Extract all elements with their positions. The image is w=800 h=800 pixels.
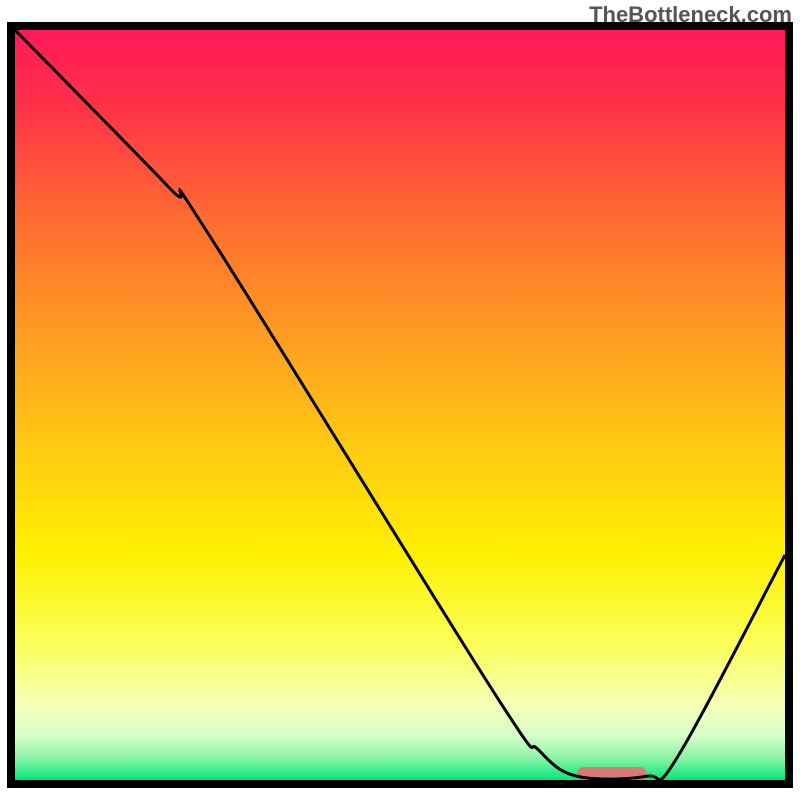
watermark-text: TheBottleneck.com — [589, 2, 792, 28]
bottleneck-chart — [0, 0, 800, 800]
chart-container: TheBottleneck.com — [0, 0, 800, 800]
gradient-background — [15, 30, 785, 780]
